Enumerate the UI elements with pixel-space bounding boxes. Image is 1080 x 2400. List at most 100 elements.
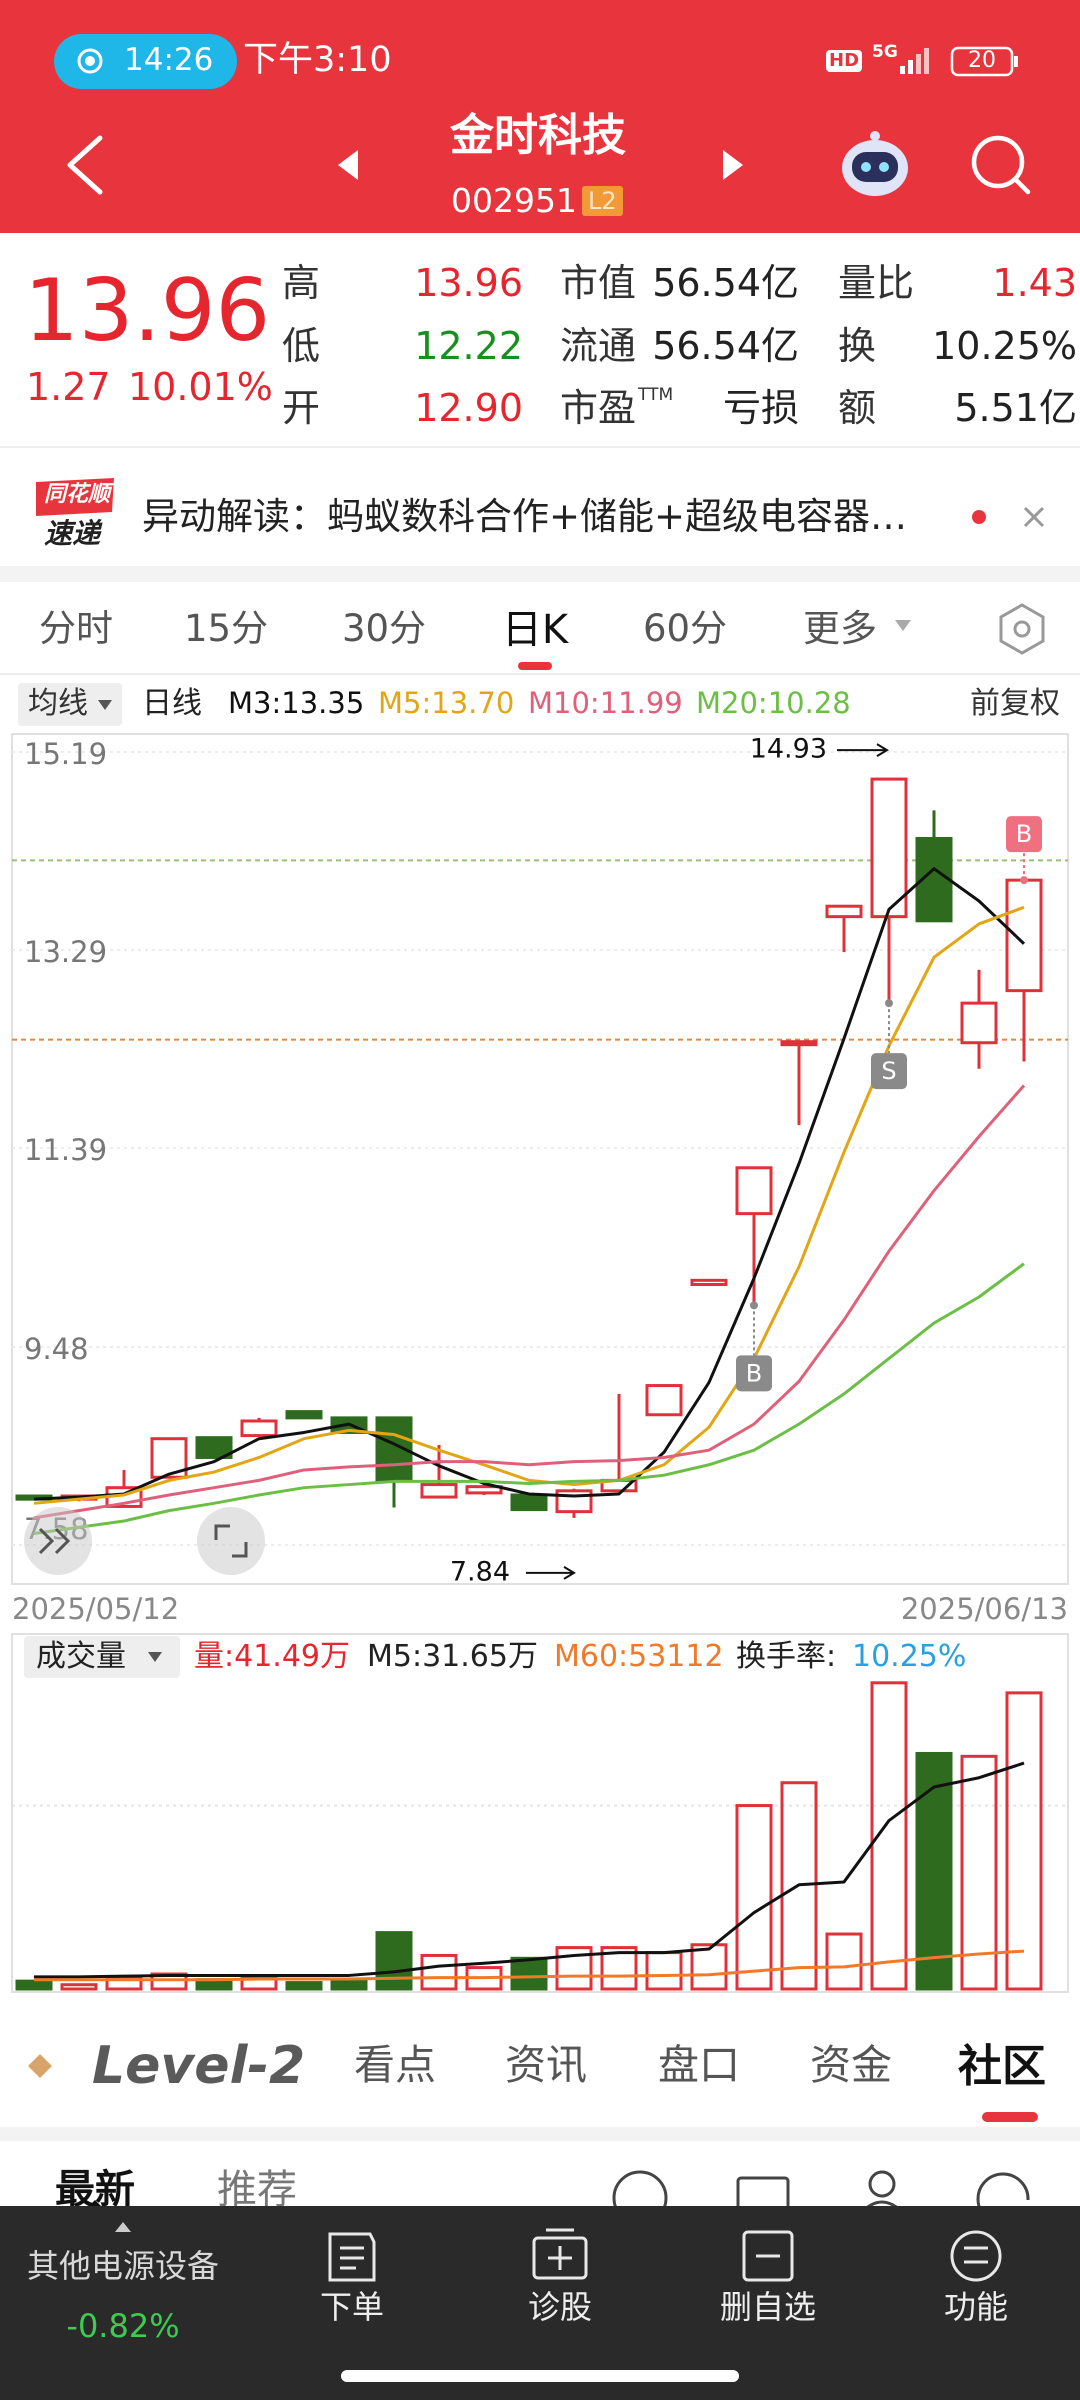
candle-body [240, 1419, 278, 1438]
candle-body [465, 1485, 503, 1495]
sector-change: -0.82% [66, 2307, 180, 2345]
footer-action[interactable]: 诊股 [527, 2288, 593, 2326]
home-indicator [341, 2370, 739, 2382]
period-tab[interactable]: 60分 [642, 607, 728, 650]
news-logo [36, 478, 114, 516]
fullscreen-button[interactable] [197, 1507, 265, 1575]
status-battery: 20 [968, 48, 996, 73]
price-change: 1.27 [26, 365, 111, 409]
footer-action[interactable]: 功能 [943, 2288, 1009, 2326]
status-clock: 下午3:10 [243, 40, 392, 80]
news-text[interactable]: 异动解读：蚂蚁数科合作+储能+超级电容器… [142, 495, 908, 538]
section-tab[interactable]: 社区 [958, 2041, 1046, 2092]
ma-line [33, 867, 1026, 1501]
period-tab[interactable]: 更多 [803, 607, 877, 650]
footer-action[interactable]: 删自选 [719, 2288, 817, 2326]
separator [0, 2127, 1080, 2141]
volume-bar [825, 1932, 863, 1991]
stat-label: 流通 [560, 324, 637, 368]
volume-value: 量:41.49万 [194, 1639, 350, 1674]
ma-legend-item: M20:10.28 [696, 686, 851, 720]
volume-bar [330, 1978, 368, 1991]
stat-value: 12.22 [414, 324, 523, 368]
signal-label: B [1016, 820, 1032, 848]
volume-bar [960, 1754, 998, 1991]
function-icon[interactable] [950, 2230, 1002, 2282]
stat-label: 量比 [838, 261, 915, 305]
turnover-label: 换手率: [736, 1639, 837, 1674]
candle-body [195, 1436, 233, 1459]
volume-bar [420, 1953, 458, 1991]
search-button[interactable] [971, 135, 1031, 195]
stat-value: 13.96 [414, 261, 523, 305]
period-tab[interactable]: 分时 [39, 607, 113, 650]
footer-action[interactable]: 下单 [319, 2288, 385, 2326]
section-tab[interactable]: 资讯 [505, 2041, 587, 2089]
candle-body [735, 1166, 773, 1216]
stat-label: 高 [282, 261, 321, 305]
volume-selector-bg[interactable] [24, 1636, 180, 1678]
battery-icon [1014, 56, 1018, 67]
period-tab[interactable]: 15分 [183, 607, 269, 650]
remove-watch-icon[interactable] [742, 2230, 794, 2282]
stat-value: 56.54亿 [652, 261, 799, 305]
turnover-value: 10.25% [852, 1639, 967, 1674]
back-button[interactable] [67, 135, 103, 195]
volume-bar [915, 1751, 953, 1991]
candle-body [420, 1483, 458, 1499]
volume-selector[interactable]: 成交量 [36, 1639, 126, 1674]
robot-icon[interactable] [842, 131, 908, 196]
ma-legend-item: M10:11.99 [528, 686, 683, 720]
ma-selector[interactable]: 均线 [28, 686, 88, 721]
order-icon[interactable] [328, 2232, 376, 2282]
signal-dot [885, 999, 893, 1008]
close-button[interactable] [1023, 506, 1045, 528]
candle-body [825, 904, 863, 919]
ma-line [33, 905, 1025, 1505]
y-tick-label: 11.39 [24, 1133, 107, 1167]
ma-line [33, 1084, 1026, 1520]
candle-body [510, 1493, 548, 1512]
expand-arrow[interactable] [115, 2222, 131, 2232]
dropdown-arrow [98, 700, 112, 710]
stat-value: 12.90 [414, 386, 523, 430]
stat-value: 56.54亿 [652, 324, 799, 368]
next-stock[interactable] [723, 150, 743, 180]
settings-button[interactable] [1013, 620, 1031, 638]
diagnose-icon[interactable] [532, 2228, 588, 2280]
section-tab[interactable]: 盘口 [658, 2041, 740, 2089]
ma-selector-bg[interactable] [18, 683, 122, 726]
volume-chart-frame [11, 1633, 1069, 1993]
prev-stock[interactable] [338, 150, 358, 180]
stat-label-suffix: TTM [638, 385, 674, 405]
section-tab[interactable]: 看点 [354, 2041, 436, 2089]
signal-badge [1006, 816, 1042, 853]
annotation-arrow [837, 743, 889, 757]
tab-indicator [518, 662, 552, 670]
stock-title: 金时科技 [450, 110, 626, 161]
last-price: 13.96 [24, 261, 271, 361]
stat-label: 市盈 [560, 386, 637, 430]
brand-level2[interactable]: Level-2 [92, 2036, 306, 2096]
section-tab[interactable]: 资金 [810, 2041, 892, 2089]
news-source: 速递 [44, 517, 101, 550]
signal-badge [871, 1053, 907, 1090]
period-tab[interactable]: 日K [501, 607, 569, 653]
y-tick-label: 13.29 [24, 935, 107, 969]
sector-name[interactable]: 其他电源设备 [26, 2247, 220, 2285]
period-tab[interactable]: 30分 [341, 607, 427, 650]
adjust-mode[interactable]: 前复权 [970, 686, 1060, 721]
stock-code: 002951 [451, 181, 577, 220]
feed-tab[interactable]: 最新 [55, 2167, 135, 2213]
ma-line [34, 1949, 1025, 1982]
record-icon [85, 56, 95, 66]
settings-button[interactable] [999, 603, 1045, 655]
stat-value: 10.25% [932, 324, 1077, 368]
expand-button[interactable] [24, 1507, 92, 1575]
candle-body [150, 1437, 188, 1479]
ma-line [33, 1262, 1025, 1536]
candle-body [690, 1278, 728, 1286]
footer-icons [115, 2222, 1002, 2382]
feed-tab[interactable]: 推荐 [217, 2167, 297, 2213]
ma-line [34, 1761, 1025, 1979]
